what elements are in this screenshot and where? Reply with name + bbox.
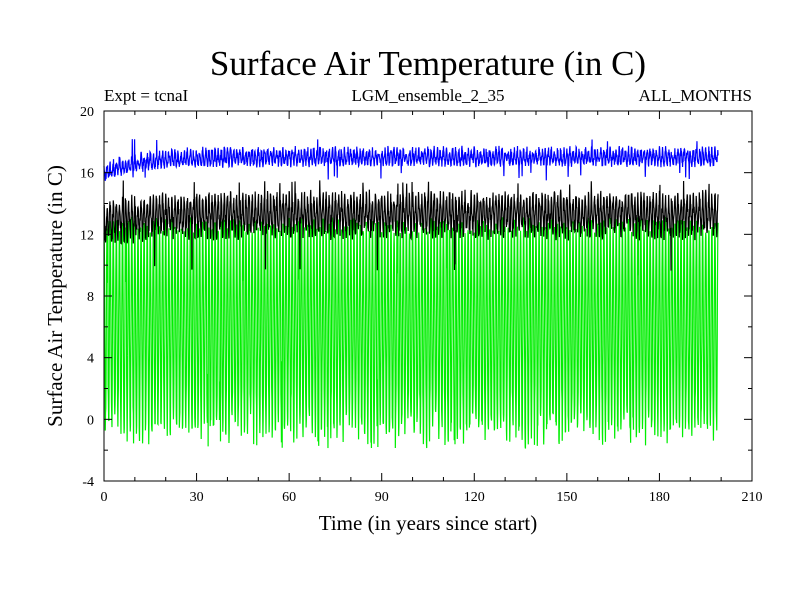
chart-title: Surface Air Temperature (in C) — [210, 44, 646, 83]
axes: 0 30 60 90 120 150 180 210 -4 0 4 8 12 16 20 — [80, 105, 763, 505]
y-axis-label: Surface Air Temperature (in C) — [43, 165, 67, 427]
x-tick-label: 60 — [282, 490, 296, 505]
chart-subtitle-center: LGM_ensemble_2_35 — [352, 86, 505, 105]
chart-subtitle-left: Expt = tcnaI — [104, 86, 189, 105]
x-tick-label: 30 — [190, 490, 204, 505]
chart-subtitle-right: ALL_MONTHS — [639, 86, 752, 105]
y-tick-label: 16 — [80, 167, 94, 182]
y-tick-label: 8 — [87, 290, 94, 305]
series-line-blue — [103, 139, 719, 181]
y-tick-label: -4 — [82, 475, 94, 490]
y-tick-label: 12 — [80, 228, 94, 243]
x-tick-label: 120 — [464, 490, 485, 505]
x-tick-label: 210 — [742, 490, 763, 505]
x-tick-label: 150 — [556, 490, 577, 505]
x-tick-label: 0 — [101, 490, 108, 505]
x-axis-label: Time (in years since start) — [319, 511, 538, 535]
series-line-green — [103, 216, 719, 449]
y-tick-label: 0 — [87, 413, 94, 428]
plot-area — [103, 139, 719, 449]
y-tick-label: 4 — [87, 352, 94, 367]
x-tick-label: 180 — [649, 490, 670, 505]
y-tick-label: 20 — [80, 105, 94, 120]
series-line-black — [103, 180, 719, 271]
x-tick-label: 90 — [375, 490, 389, 505]
